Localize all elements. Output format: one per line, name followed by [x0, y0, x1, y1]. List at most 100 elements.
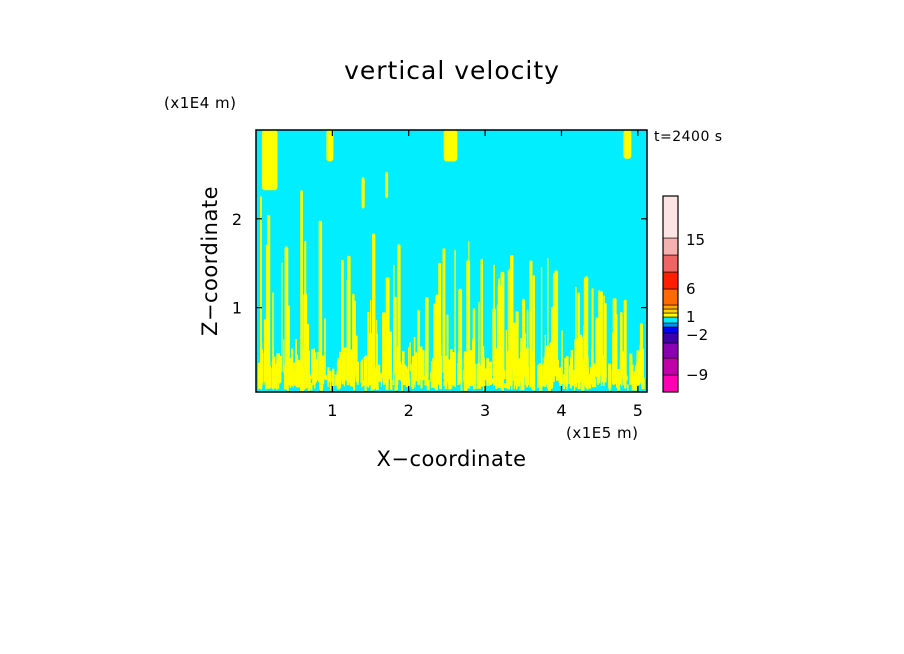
updraft-streak: [300, 190, 303, 377]
updraft-cell: [581, 365, 585, 391]
upper-updraft: [326, 130, 334, 162]
updraft-streak: [547, 258, 549, 372]
plot-frame: [255, 129, 648, 393]
updraft-streak: [551, 306, 555, 374]
updraft-cell: [401, 377, 403, 391]
updraft-cell: [425, 365, 427, 385]
updraft-cell: [444, 375, 448, 390]
updraft-streak: [575, 287, 577, 379]
updraft-streak: [442, 248, 446, 373]
updraft-cell: [519, 380, 521, 391]
updraft-cell: [356, 361, 359, 382]
updraft-streak: [500, 271, 505, 375]
updraft-cell: [414, 362, 416, 381]
updraft-cell: [511, 379, 513, 390]
updraft-streak: [304, 244, 306, 381]
updraft-cell: [307, 350, 310, 383]
colorbar-label: 15: [686, 231, 705, 249]
updraft-cell: [382, 369, 386, 385]
updraft-cell: [531, 358, 534, 390]
updraft-cell: [481, 346, 485, 380]
updraft-streak: [385, 277, 390, 371]
updraft-cell: [565, 373, 568, 387]
updraft-cell: [439, 355, 442, 390]
updraft-cell: [577, 350, 579, 383]
updraft-cell: [583, 359, 586, 387]
updraft-cell: [411, 356, 414, 389]
updraft-cell: [518, 368, 522, 383]
updraft-cell: [364, 356, 368, 386]
upper-updraft: [623, 130, 632, 159]
updraft-streak: [417, 310, 420, 386]
updraft-cell: [396, 346, 400, 380]
updraft-cell: [460, 359, 463, 383]
updraft-cell: [290, 372, 293, 380]
updraft-cell: [284, 369, 288, 389]
velocity-field: [256, 130, 647, 392]
updraft-streak: [354, 300, 356, 378]
colorbar-level: [662, 304, 679, 310]
updraft-cell: [295, 354, 298, 387]
updraft-cell: [327, 376, 329, 387]
updraft-cell: [297, 360, 301, 386]
updraft-streak: [532, 275, 535, 373]
updraft-cell: [350, 349, 354, 383]
updraft-cell: [384, 360, 388, 381]
colorbar-level: [662, 312, 679, 318]
updraft-cell: [446, 362, 449, 382]
updraft-cell: [552, 368, 555, 382]
updraft-cell: [486, 381, 489, 386]
updraft-cell: [432, 357, 436, 385]
updraft-cell: [494, 348, 499, 382]
updraft-cell: [586, 357, 589, 390]
updraft-cell: [334, 374, 337, 386]
updraft-cell: [559, 371, 562, 387]
updraft-cell: [421, 372, 424, 381]
updraft-cell: [363, 356, 366, 384]
updraft-cell: [489, 361, 492, 385]
updraft-cell: [594, 363, 596, 384]
updraft-cell: [484, 374, 488, 380]
updraft-cell: [336, 361, 340, 390]
upper-updraft: [261, 130, 278, 191]
updraft-streak: [287, 305, 290, 386]
time-label: t=2400 s: [654, 129, 723, 145]
colorbar-level: [662, 195, 679, 239]
updraft-cell: [316, 352, 319, 381]
updraft-cell: [313, 362, 317, 380]
updraft-cell: [430, 372, 434, 382]
x-tick-label: 3: [480, 401, 490, 420]
updraft-streak: [394, 296, 397, 375]
updraft-streak: [367, 311, 370, 388]
colorbar-label: −2: [686, 326, 708, 344]
updraft-cell: [328, 371, 332, 382]
colorbar-label: −9: [686, 366, 708, 384]
updraft-streak: [529, 260, 533, 378]
updraft-streak: [260, 196, 262, 386]
updraft-cell: [318, 373, 321, 382]
updraft-cell: [287, 368, 289, 391]
updraft-cell: [598, 372, 601, 381]
updraft-cell: [292, 372, 296, 384]
updraft-cell: [332, 368, 335, 387]
updraft-cell: [564, 358, 567, 382]
updraft-cell: [601, 373, 603, 382]
updraft-cell: [343, 381, 345, 387]
updraft-streak: [267, 214, 271, 376]
updraft-cell: [348, 371, 351, 383]
updraft-cell: [637, 350, 641, 380]
colorbar-level: [662, 254, 679, 273]
updraft-cell: [624, 371, 627, 388]
updraft-cell: [323, 369, 326, 380]
updraft-cell: [616, 375, 620, 385]
updraft-cell: [566, 362, 568, 390]
updraft-cell: [405, 366, 408, 387]
updraft-cell: [542, 377, 546, 387]
updraft-cell: [368, 368, 372, 386]
updraft-cell: [495, 374, 498, 389]
updraft-streak: [595, 317, 600, 378]
updraft-streak: [509, 268, 513, 387]
updraft-streak: [318, 220, 323, 384]
updraft-cell: [515, 378, 518, 390]
updraft-cell: [375, 365, 379, 390]
